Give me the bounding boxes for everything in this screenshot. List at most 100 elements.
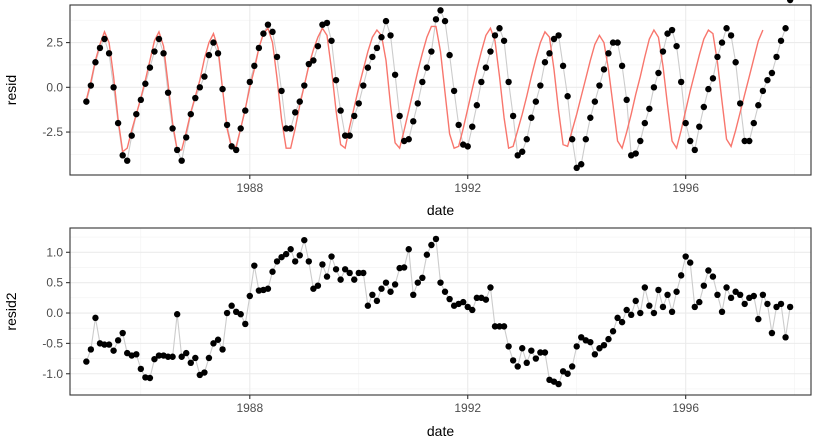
- data-point: [777, 37, 785, 44]
- x-axis-title: date: [427, 423, 454, 439]
- y-tick-label: -2.5: [42, 125, 63, 139]
- data-point: [573, 343, 580, 350]
- data-point: [301, 236, 308, 244]
- data-point: [532, 98, 540, 105]
- data-point: [255, 44, 263, 52]
- data-point: [646, 302, 653, 309]
- data-point: [482, 296, 490, 303]
- data-point: [214, 336, 222, 343]
- x-tick-label: 1996: [672, 401, 699, 415]
- data-point: [228, 143, 235, 150]
- data-point: [523, 359, 530, 367]
- data-point: [532, 355, 540, 362]
- data-point: [714, 291, 721, 298]
- data-point: [637, 309, 644, 317]
- y-tick-label: 0.0: [46, 306, 63, 320]
- data-point: [341, 132, 349, 139]
- data-point: [464, 303, 471, 311]
- x-tick-label: 1988: [236, 181, 263, 195]
- data-point: [223, 121, 231, 129]
- data-point: [83, 98, 90, 105]
- x-tick-label: 1992: [454, 401, 481, 415]
- data-point: [391, 281, 399, 288]
- data-point: [187, 110, 194, 118]
- data-point: [201, 73, 208, 80]
- data-point: [114, 119, 122, 127]
- data-point: [319, 261, 326, 268]
- data-point: [178, 157, 185, 164]
- data-point: [555, 32, 562, 39]
- plot-panel: [70, 5, 811, 175]
- data-point: [278, 253, 285, 261]
- data-point: [405, 246, 412, 253]
- data-point: [491, 32, 499, 39]
- data-point: [469, 306, 476, 314]
- data-point: [469, 123, 476, 130]
- data-point: [337, 107, 344, 114]
- data-point: [528, 347, 535, 354]
- data-point: [382, 279, 390, 286]
- data-point: [677, 78, 685, 86]
- data-point: [659, 303, 667, 311]
- data-point: [373, 44, 381, 52]
- data-point: [387, 288, 394, 295]
- data-point: [455, 121, 462, 129]
- data-point: [205, 354, 213, 362]
- data-point: [360, 82, 367, 89]
- data-point: [428, 241, 435, 249]
- data-point: [337, 276, 344, 283]
- data-point: [323, 273, 331, 280]
- data-point: [541, 59, 549, 66]
- data-point: [164, 353, 172, 360]
- data-point: [273, 53, 281, 61]
- data-point: [178, 353, 185, 360]
- data-point: [714, 53, 721, 61]
- data-point: [505, 343, 512, 350]
- data-point: [446, 51, 453, 59]
- data-point: [405, 136, 412, 143]
- data-point: [509, 112, 517, 120]
- y-axis-title: resid2: [3, 292, 19, 330]
- data-point: [514, 363, 521, 370]
- data-point: [655, 286, 662, 294]
- data-point: [709, 273, 717, 280]
- data-point: [764, 300, 771, 308]
- data-point: [164, 89, 172, 96]
- data-point: [546, 50, 553, 57]
- data-point: [786, 303, 794, 311]
- data-point: [364, 302, 372, 309]
- data-point: [328, 37, 335, 44]
- data-point: [500, 323, 508, 330]
- data-point: [237, 311, 244, 318]
- data-point: [155, 35, 163, 43]
- data-point: [650, 309, 658, 317]
- top-panel: 1988 1992 1996 -2.5 0.0 2.5 date resid: [3, 0, 812, 218]
- y-tick-label: -0.5: [42, 336, 63, 350]
- data-point: [650, 84, 658, 91]
- data-point: [718, 308, 726, 315]
- data-point: [128, 132, 135, 139]
- data-point: [183, 134, 190, 141]
- data-point: [555, 380, 562, 388]
- data-point: [519, 345, 526, 352]
- data-point: [618, 62, 626, 70]
- data-point: [523, 136, 530, 143]
- data-point: [114, 337, 122, 344]
- data-point: [605, 335, 612, 343]
- data-point: [668, 308, 676, 315]
- data-point: [750, 119, 757, 127]
- data-point: [160, 50, 167, 57]
- panel-border: [69, 4, 812, 176]
- data-point: [700, 282, 708, 289]
- data-point: [564, 93, 571, 100]
- data-point: [482, 64, 490, 71]
- data-point: [664, 30, 671, 37]
- data-point: [596, 345, 603, 352]
- data-point: [382, 17, 390, 25]
- data-point: [568, 136, 576, 143]
- data-point: [351, 112, 358, 120]
- data-point: [151, 355, 158, 363]
- data-point: [282, 125, 290, 132]
- data-point: [310, 57, 317, 64]
